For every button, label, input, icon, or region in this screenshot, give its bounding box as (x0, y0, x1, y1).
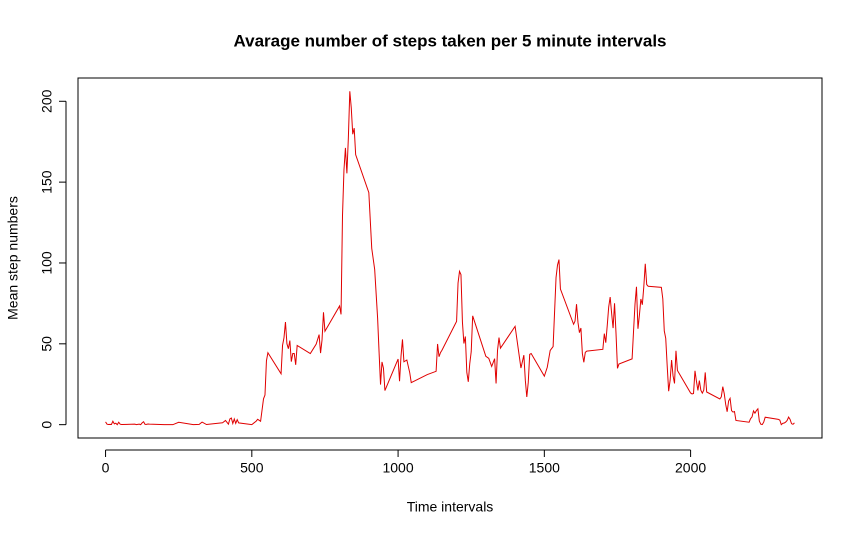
y-tick-label: 0 (39, 421, 55, 429)
y-tick-label: 100 (39, 251, 55, 275)
y-tick-label: 50 (39, 336, 55, 352)
data-line (105, 91, 795, 426)
x-tick-label: 2000 (675, 460, 706, 476)
y-axis-title: Mean step numbers (5, 196, 21, 320)
y-tick-label: 150 (39, 170, 55, 194)
x-axis-title: Time intervals (407, 499, 494, 515)
plot-frame (77, 77, 823, 439)
x-tick-label: 1500 (529, 460, 560, 476)
x-tick-label: 1000 (382, 460, 413, 476)
x-tick-label: 0 (102, 460, 110, 476)
y-tick-label: 200 (39, 89, 55, 113)
chart-title: Avarage number of steps taken per 5 minu… (233, 31, 666, 50)
x-tick-label: 500 (240, 460, 264, 476)
